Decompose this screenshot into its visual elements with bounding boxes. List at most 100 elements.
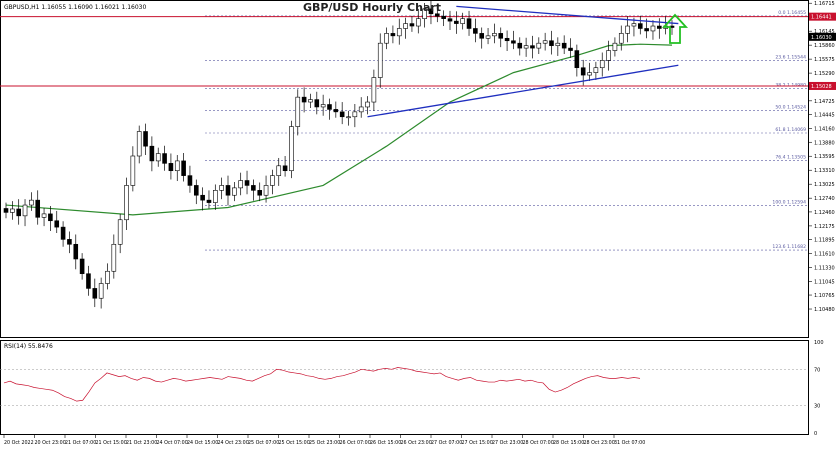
candle-body — [371, 77, 377, 103]
candle-body — [143, 131, 148, 147]
candle-61 — [390, 25, 396, 44]
candle-body — [606, 50, 611, 61]
y-tick-label-2: 1.16145 — [814, 29, 835, 35]
candle-75 — [479, 27, 485, 49]
rsi-tick-label-3: 0 — [814, 431, 817, 437]
candle-17 — [111, 234, 117, 279]
candle-29 — [187, 165, 193, 193]
candle-body — [149, 145, 155, 162]
candle-27 — [174, 155, 180, 182]
candle-21 — [136, 125, 142, 164]
candle-body — [473, 28, 478, 34]
candle-19 — [124, 177, 129, 231]
candle-22 — [143, 123, 148, 156]
candle-71 — [454, 11, 459, 34]
candle-86 — [549, 30, 554, 55]
candle-83 — [530, 35, 535, 59]
candle-4 — [29, 192, 34, 211]
candle-body — [187, 175, 193, 186]
x-tick-label-16: 27 Oct 23:00 — [492, 440, 523, 446]
candle-body — [16, 208, 21, 217]
candle-body — [111, 243, 117, 272]
trendline-1 — [367, 64, 679, 118]
resistance-price-tag-0 — [809, 12, 836, 21]
candle-body — [618, 33, 624, 44]
candle-body — [92, 288, 98, 299]
rsi-panel-frame — [0, 340, 809, 435]
candle-body — [523, 45, 529, 49]
y-tick-label-11: 1.13595 — [814, 154, 835, 160]
candle-body — [542, 40, 548, 44]
y-tick-label-14: 1.12740 — [814, 196, 835, 202]
candle-body — [206, 199, 212, 203]
candle-101 — [644, 18, 649, 39]
candle-70 — [447, 10, 453, 30]
candle-59 — [377, 33, 383, 88]
current-price-tag — [809, 32, 836, 41]
candle-72 — [460, 12, 465, 30]
candle-67 — [428, 1, 434, 25]
candle-24 — [155, 147, 161, 167]
candle-body — [466, 18, 472, 29]
candle-body — [599, 60, 605, 69]
candle-body — [282, 165, 288, 172]
candle-5 — [35, 190, 41, 225]
candle-body — [117, 219, 123, 245]
candle-16 — [105, 263, 110, 290]
y-tick-label-13: 1.13025 — [814, 182, 835, 188]
chart-title: GBP/USD Hourly Chart — [303, 1, 441, 14]
candle-body — [10, 208, 15, 213]
candle-body — [428, 8, 434, 15]
candle-body — [568, 47, 573, 51]
candle-79 — [504, 30, 510, 52]
x-tick-label-2: 21 Oct 07:00 — [65, 440, 96, 446]
candle-0 — [3, 202, 9, 219]
candle-body — [98, 283, 104, 299]
x-tick-label-13: 26 Oct 23:00 — [401, 440, 432, 446]
candle-body — [60, 226, 66, 240]
candle-33 — [213, 184, 218, 210]
candle-41 — [263, 175, 269, 203]
candle-body — [384, 33, 389, 44]
candle-body — [555, 42, 561, 46]
up-arrow-icon — [661, 13, 689, 44]
candle-99 — [631, 17, 637, 37]
fibonacci-levels: 0.0 1.16455 23.6 1.15544 38.2 1.14980 50.0 … — [205, 10, 808, 251]
candle-46 — [295, 89, 301, 136]
x-tick-label-14: 27 Oct 07:00 — [431, 440, 462, 446]
candle-body — [174, 160, 180, 172]
candle-body — [377, 42, 383, 78]
x-tick-label-6: 24 Oct 15:00 — [187, 440, 218, 446]
candle-68 — [435, 3, 440, 23]
candle-body — [612, 42, 618, 51]
candle-11 — [73, 234, 79, 270]
candle-body — [29, 199, 34, 206]
candle-93 — [593, 61, 599, 80]
candle-73 — [466, 10, 472, 36]
rsi-tick-label-0: 100 — [814, 340, 824, 346]
candle-38 — [244, 170, 250, 195]
candle-body — [492, 33, 497, 37]
candle-13 — [86, 265, 91, 296]
candle-body — [511, 40, 516, 44]
candle-78 — [498, 27, 504, 48]
x-tick-label-11: 26 Oct 07:00 — [340, 440, 371, 446]
y-tick-label-0: 1.16715 — [814, 1, 835, 7]
y-tick-label-10: 1.13880 — [814, 140, 835, 146]
fib-level-label-5: 76.4 1.13505 — [775, 155, 806, 161]
candle-body — [396, 28, 402, 37]
candle-body — [447, 18, 453, 22]
candle-18 — [117, 213, 123, 254]
y-tick-label-5: 1.15290 — [814, 71, 835, 77]
y-axis: 1.167151.164301.161451.158601.155751.152… — [808, 1, 836, 313]
symbol-info: GBPUSD,H1 1.16055 1.16090 1.16021 1.1603… — [4, 4, 146, 11]
candle-58 — [371, 69, 377, 111]
candle-95 — [606, 40, 611, 71]
fib-level-label-3: 50.0 1.14524 — [775, 105, 806, 111]
candle-body — [637, 23, 643, 29]
resistance-price-label-0: 1.16441 — [811, 15, 832, 21]
candle-body — [263, 185, 269, 196]
candle-89 — [568, 38, 573, 58]
